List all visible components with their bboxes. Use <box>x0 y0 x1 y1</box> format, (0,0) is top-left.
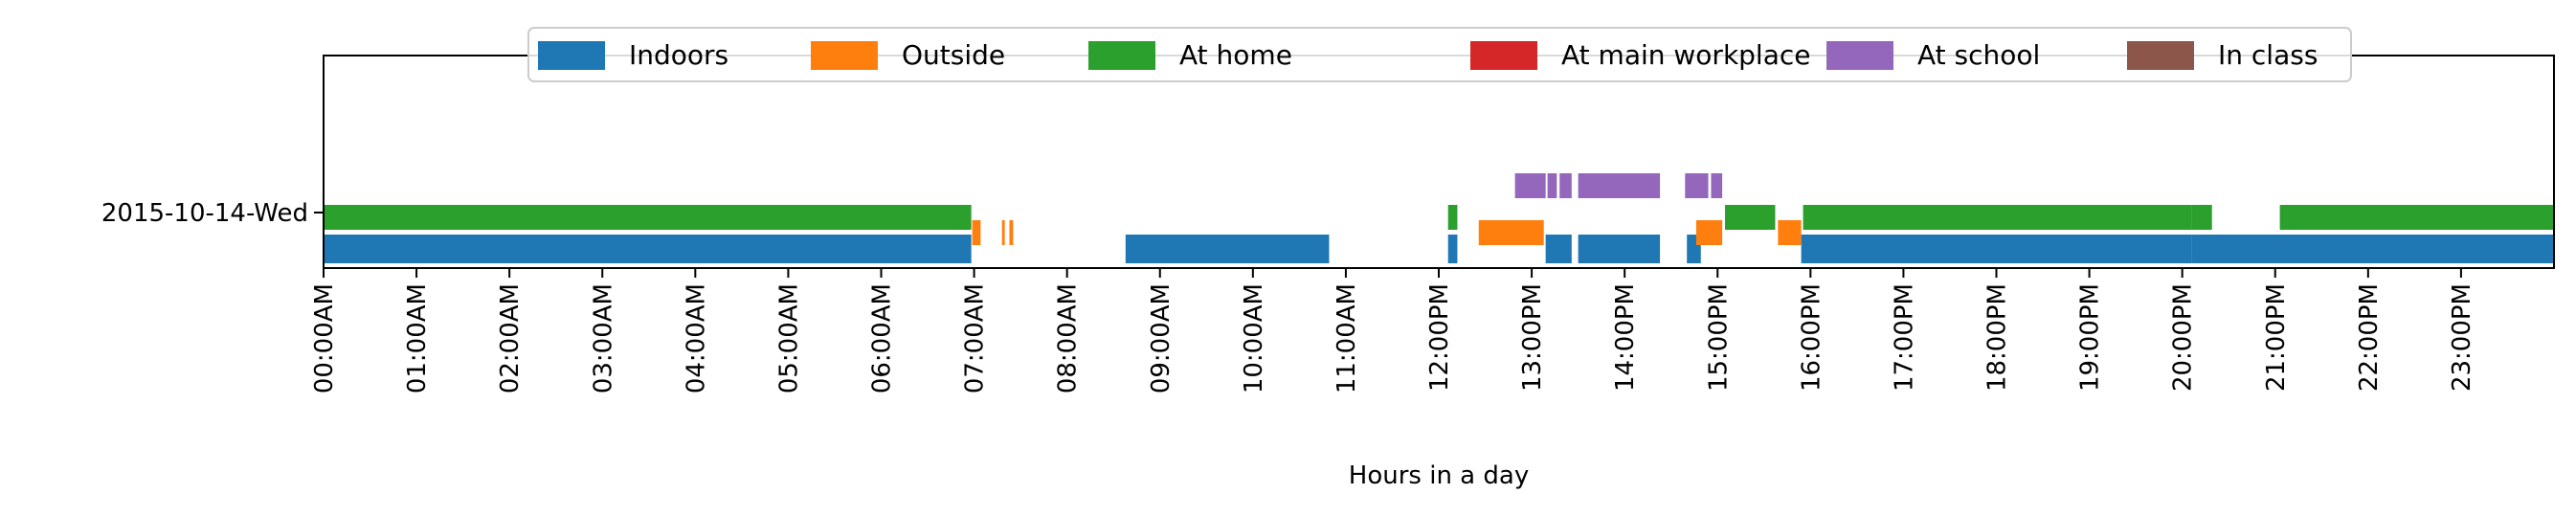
activity-bars <box>324 173 2554 263</box>
x-tick-label-9: 09:00AM <box>1147 283 1176 393</box>
legend-label-4: At school <box>1917 39 2040 71</box>
x-tick-label-16: 16:00PM <box>1797 283 1826 392</box>
x-tick-label-8: 08:00AM <box>1054 283 1083 393</box>
bar-at-home-4 <box>2191 205 2212 230</box>
bar-outside-0 <box>972 220 981 245</box>
bar-outside-2 <box>1009 220 1014 245</box>
legend-swatch-5 <box>2127 41 2194 70</box>
bar-at-school-5 <box>1711 173 1723 198</box>
bar-at-school-2 <box>1559 173 1572 198</box>
x-tick-label-11: 11:00AM <box>1333 283 1361 393</box>
x-tick-label-21: 21:00PM <box>2262 283 2291 392</box>
legend-swatch-4 <box>1826 41 1893 70</box>
bar-at-school-1 <box>1547 173 1557 198</box>
legend-swatch-3 <box>1470 41 1537 70</box>
y-tick-label-0: 2015-10-14-Wed <box>101 199 308 228</box>
bar-indoors-2 <box>1447 235 1458 263</box>
legend-swatch-0 <box>538 41 605 70</box>
bar-indoors-0 <box>324 235 972 263</box>
bar-indoors-6 <box>1801 235 2192 263</box>
bar-indoors-3 <box>1545 235 1572 263</box>
legend: Indoors Outside At home At main workplace At… <box>527 27 2352 82</box>
x-tick-label-23: 23:00PM <box>2448 283 2476 392</box>
bar-indoors-1 <box>1125 235 1330 263</box>
bar-indoors-7 <box>2191 235 2554 263</box>
legend-label-1: Outside <box>902 39 1005 71</box>
x-axis-title: Hours in a day <box>1349 461 1529 490</box>
bar-at-school-0 <box>1514 173 1546 198</box>
bar-at-home-5 <box>2279 205 2554 230</box>
x-tick-label-3: 03:00AM <box>589 283 617 393</box>
bar-outside-3 <box>1478 220 1544 245</box>
bar-outside-1 <box>1001 220 1005 245</box>
x-tick-label-0: 00:00AM <box>310 283 339 393</box>
legend-label-5: In class <box>2218 39 2318 71</box>
legend-swatch-1 <box>811 41 878 70</box>
x-tick-label-15: 15:00PM <box>1704 283 1733 392</box>
bar-at-school-3 <box>1578 173 1661 198</box>
legend-swatch-2 <box>1088 41 1155 70</box>
x-tick-label-14: 14:00PM <box>1611 283 1640 392</box>
legend-label-2: At home <box>1179 39 1292 71</box>
x-tick-label-5: 05:00AM <box>774 283 803 393</box>
x-tick-label-4: 04:00AM <box>682 283 710 393</box>
bar-at-home-0 <box>324 205 972 230</box>
x-tick-label-22: 22:00PM <box>2355 283 2384 392</box>
bar-indoors-4 <box>1578 235 1661 263</box>
x-tick-label-1: 01:00AM <box>403 283 432 393</box>
bar-at-school-4 <box>1685 173 1709 198</box>
legend-label-0: Indoors <box>629 39 728 71</box>
x-tick-label-19: 19:00PM <box>2076 283 2105 392</box>
x-tick-label-18: 18:00PM <box>1983 283 2012 392</box>
x-tick-label-17: 17:00PM <box>1890 283 1918 392</box>
bar-at-home-2 <box>1725 205 1776 230</box>
bar-at-home-3 <box>1803 205 2192 230</box>
x-tick-label-12: 12:00PM <box>1425 283 1454 392</box>
x-axis: 00:00AM 01:00AM 02:00AM 03:00AM 04:00AM 05:00… <box>310 268 2476 393</box>
x-tick-label-10: 10:00AM <box>1240 283 1268 393</box>
bar-at-home-1 <box>1447 205 1458 230</box>
x-tick-label-13: 13:00PM <box>1518 283 1547 392</box>
legend-label-3: At main workplace <box>1561 39 1811 71</box>
y-axis: 2015-10-14-Wed <box>101 199 324 228</box>
x-tick-label-2: 02:00AM <box>496 283 525 393</box>
x-tick-label-7: 07:00AM <box>961 283 990 393</box>
legend-frame <box>527 27 2352 82</box>
bar-outside-5 <box>1778 220 1802 245</box>
bar-outside-4 <box>1695 220 1723 245</box>
x-tick-label-6: 06:00AM <box>868 283 897 393</box>
x-tick-label-20: 20:00PM <box>2169 283 2198 392</box>
